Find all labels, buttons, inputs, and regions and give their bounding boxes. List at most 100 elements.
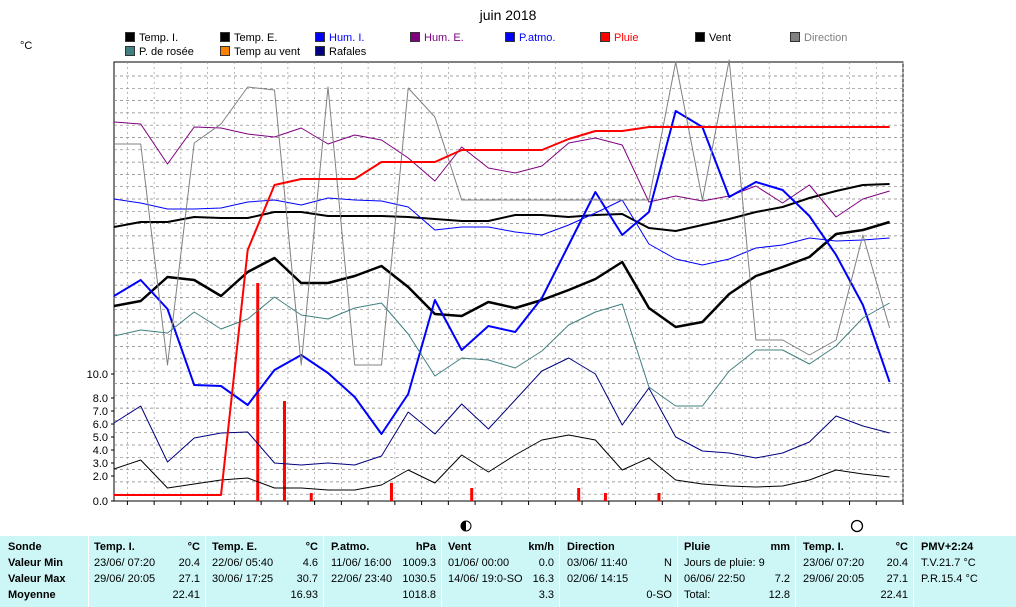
cell-right: mm xyxy=(770,541,790,553)
cell-right: 27.1 xyxy=(178,573,200,585)
legend-item: Temp au vent xyxy=(220,46,300,58)
row-label: Sonde xyxy=(8,539,85,555)
stat-avg: 3.3 xyxy=(448,587,554,603)
cell-right: N xyxy=(664,573,672,585)
column-separator xyxy=(559,536,560,607)
cell-right: hPa xyxy=(415,541,436,553)
cell-right: °C xyxy=(305,541,318,553)
y-tick-label: 7.0 xyxy=(93,406,108,418)
legend-label: Temp. E. xyxy=(234,32,278,44)
pmv-tv: T.V.21.7 °C xyxy=(921,555,1010,571)
rain-bar xyxy=(603,493,607,501)
cell-left: 22/06/ 05:40 xyxy=(212,557,274,569)
cell-right: 0-SO xyxy=(646,589,672,601)
cell-left: 01/06/ 00:00 xyxy=(448,557,510,569)
legend-label: Hum. E. xyxy=(424,32,464,44)
cell-right: 4.6 xyxy=(302,557,318,569)
legend-label: Temp au vent xyxy=(234,46,301,58)
legend-item: Hum. I. xyxy=(315,32,364,44)
stat-avg: 16.93 xyxy=(212,587,318,603)
stat-column: Pluie mm Jours de pluie: 9 06/06/ 22:50 7.2 T… xyxy=(684,539,790,605)
cell-left: 14/06/ 19:0-SO xyxy=(448,573,523,585)
series-line xyxy=(113,197,890,266)
chart-title: juin 2018 xyxy=(479,7,537,23)
series-line xyxy=(113,121,890,218)
stat-header: Temp. I. °C xyxy=(94,539,200,555)
series-line xyxy=(113,110,891,435)
stat-min: Jours de pluie: 9 xyxy=(684,555,790,571)
cell-right: 16.93 xyxy=(290,589,318,601)
row-labels: Sonde Valeur Min Valeur Max Moyenne xyxy=(8,539,85,605)
cell-right: 1018.8 xyxy=(402,589,436,601)
pmv-header: PMV+2:24 xyxy=(921,539,1010,555)
cell-left: Moyenne xyxy=(8,589,56,601)
legend-item: Hum. E. xyxy=(410,32,464,44)
column-separator xyxy=(205,536,206,607)
stat-min: 11/06/ 16:00 1009.3 xyxy=(331,555,436,571)
cell-right: 20.4 xyxy=(178,557,200,569)
cell-right: 27.1 xyxy=(886,573,908,585)
stat-max: 29/06/ 20:05 27.1 xyxy=(803,571,908,587)
cell-right: 30.7 xyxy=(296,573,318,585)
cell-left: Pluie xyxy=(684,541,711,553)
cell-left: 22/06/ 23:40 xyxy=(331,573,393,585)
legend-swatch xyxy=(220,32,230,42)
stat-min: 23/06/ 07:20 20.4 xyxy=(94,555,200,571)
cell-left: Direction xyxy=(567,541,615,553)
legend-swatch xyxy=(505,32,515,42)
rain-bar xyxy=(577,488,581,501)
y-tick-label: 6.0 xyxy=(93,419,108,431)
column-separator xyxy=(441,536,442,607)
column-separator xyxy=(795,536,796,607)
series-line xyxy=(113,434,890,491)
y-tick-label: 10.0 xyxy=(87,369,108,381)
legend-label: Temp. I. xyxy=(139,32,179,44)
legend-label: Direction xyxy=(804,32,848,44)
legend-label: P. de rosée xyxy=(139,46,194,58)
cell-left: 23/06/ 07:20 xyxy=(94,557,156,569)
stat-header: P.atmo. hPa xyxy=(331,539,436,555)
cell-right: 20.4 xyxy=(886,557,908,569)
stat-header: Temp. I. °C xyxy=(803,539,908,555)
legend-item: Direction xyxy=(790,32,847,44)
cell-left: Temp. I. xyxy=(94,541,135,553)
stat-avg: 22.41 xyxy=(803,587,908,603)
stat-avg: 1018.8 xyxy=(331,587,436,603)
stat-avg: Total: 12.8 xyxy=(684,587,790,603)
cell-left: 06/06/ 22:50 xyxy=(684,573,746,585)
stat-column: Temp. E. °C 22/06/ 05:40 4.6 30/06/ 17:25 30.… xyxy=(212,539,318,605)
cell-left: Temp. E. xyxy=(212,541,258,553)
full-moon-icon xyxy=(461,521,466,531)
y-tick-label: 5.0 xyxy=(93,432,108,444)
series-line xyxy=(113,357,890,466)
legend-label: Hum. I. xyxy=(329,32,365,44)
y-tick-label: 4.0 xyxy=(93,445,108,457)
cell-right: 16.3 xyxy=(532,573,554,585)
stat-column: Direction 03/06/ 11:40 N 02/06/ 14:15 N 0-SO xyxy=(567,539,672,605)
stat-header: Temp. E. °C xyxy=(212,539,318,555)
stat-header: Direction xyxy=(567,539,672,555)
series-line xyxy=(114,126,890,496)
rain-bar xyxy=(389,483,393,501)
y-tick-label: 8.0 xyxy=(93,393,108,405)
rain-bar xyxy=(282,401,286,501)
cell-left: 29/06/ 20:05 xyxy=(803,573,865,585)
cell-left: 11/06/ 16:00 xyxy=(331,557,392,569)
stat-header: Vent km/h xyxy=(448,539,554,555)
plot-area xyxy=(113,61,904,502)
cell-right: 1030.5 xyxy=(402,573,436,585)
series-line xyxy=(113,183,890,232)
cell-right: 0.0 xyxy=(538,557,554,569)
pmv-column: PMV+2:24 T.V.21.7 °C P.R.15.4 °C xyxy=(921,539,1010,605)
stat-max: 14/06/ 19:0-SO 16.3 xyxy=(448,571,554,587)
cell-left: Temp. I. xyxy=(803,541,844,553)
y-tick-label: 0.0 xyxy=(93,496,108,508)
column-separator xyxy=(913,536,914,607)
legend-swatch xyxy=(695,32,705,42)
series-line xyxy=(113,220,890,329)
cell-left: P.atmo. xyxy=(331,541,370,553)
cell-left: T.V.21.7 °C xyxy=(921,557,976,569)
stat-column: Temp. I. °C 23/06/ 07:20 20.4 29/06/ 20:05 27… xyxy=(94,539,200,605)
column-separator xyxy=(88,536,89,607)
stat-max: 06/06/ 22:50 7.2 xyxy=(684,571,790,587)
